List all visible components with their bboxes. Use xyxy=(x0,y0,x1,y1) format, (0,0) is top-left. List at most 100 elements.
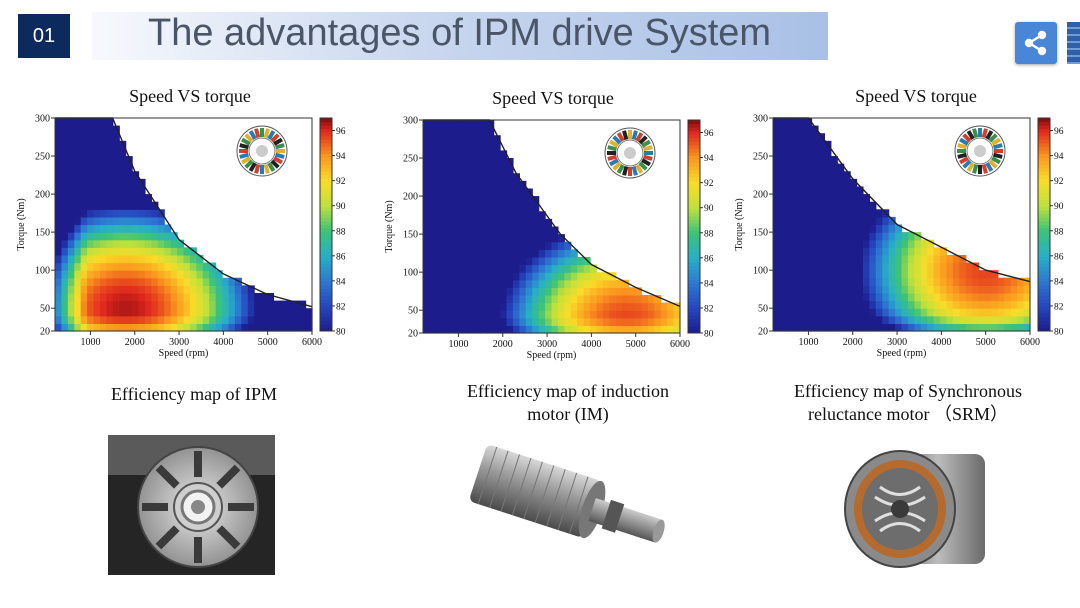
efficiency-cell xyxy=(811,163,819,172)
efficiency-cell xyxy=(222,277,230,286)
efficiency-cell xyxy=(99,300,107,309)
efficiency-cell xyxy=(895,232,903,241)
efficiency-cell xyxy=(67,163,75,172)
efficiency-cell xyxy=(654,302,662,311)
efficiency-cell xyxy=(798,216,806,226)
efficiency-cell xyxy=(435,241,443,250)
efficiency-cell xyxy=(474,127,482,136)
efficiency-cell xyxy=(933,247,941,256)
colorbar-segment xyxy=(320,299,332,304)
x-tick-label: 4000 xyxy=(213,337,233,348)
efficiency-cell xyxy=(641,317,649,326)
efficiency-cell xyxy=(602,294,610,304)
efficiency-cell xyxy=(805,247,813,256)
efficiency-cell xyxy=(805,133,813,142)
share-button[interactable] xyxy=(1015,22,1057,64)
efficiency-cell xyxy=(74,201,82,210)
efficiency-cell xyxy=(215,323,223,332)
efficiency-cell xyxy=(551,302,559,311)
efficiency-cell xyxy=(602,302,610,311)
efficiency-cell xyxy=(106,163,114,172)
efficiency-cell xyxy=(792,308,800,317)
efficiency-cell xyxy=(805,254,813,264)
efficiency-cell xyxy=(920,285,928,294)
efficiency-cell xyxy=(628,287,636,296)
efficiency-cell xyxy=(583,287,591,296)
efficiency-cell xyxy=(940,292,948,302)
efficiency-cell xyxy=(93,285,101,294)
efficiency-cell xyxy=(112,171,120,180)
efficiency-cell xyxy=(480,158,488,167)
efficiency-cell xyxy=(435,287,443,296)
efficiency-cell xyxy=(888,247,896,256)
efficiency-cell xyxy=(461,218,469,228)
efficiency-cell xyxy=(811,292,819,302)
efficiency-cell xyxy=(538,211,546,220)
efficiency-cell xyxy=(959,277,967,286)
efficiency-cell xyxy=(785,125,793,134)
efficiency-cell xyxy=(641,325,649,334)
efficiency-cell xyxy=(80,262,88,271)
side-panel-tab[interactable] xyxy=(1067,22,1080,64)
efficiency-cell xyxy=(493,218,501,228)
efficiency-cell xyxy=(792,209,800,218)
title-bar xyxy=(92,12,828,60)
efficiency-cell xyxy=(55,300,63,309)
efficiency-cell xyxy=(647,317,655,326)
efficiency-cell xyxy=(80,178,88,188)
efficiency-cell xyxy=(773,247,781,256)
efficiency-cell xyxy=(119,140,127,150)
colorbar-segment xyxy=(688,240,700,245)
efficiency-cell xyxy=(895,292,903,302)
efficiency-cell xyxy=(67,239,75,248)
efficiency-cell xyxy=(773,140,781,150)
efficiency-cell xyxy=(448,279,456,288)
efficiency-cell xyxy=(673,310,681,319)
efficiency-cell xyxy=(487,135,495,144)
efficiency-cell xyxy=(467,120,475,129)
efficiency-cell xyxy=(519,317,527,326)
efficiency-cell xyxy=(286,323,294,332)
colorbar-segment xyxy=(1038,320,1050,325)
efficiency-cell xyxy=(61,201,69,210)
efficiency-cell xyxy=(811,224,819,233)
efficiency-cell xyxy=(792,163,800,172)
efficiency-cell xyxy=(423,150,431,159)
efficiency-cell xyxy=(914,270,922,279)
efficiency-cell xyxy=(1004,277,1012,286)
efficiency-cell xyxy=(112,232,120,241)
efficiency-cell xyxy=(234,315,242,324)
efficiency-cell xyxy=(506,173,514,182)
efficiency-cell xyxy=(773,156,781,165)
efficiency-cell xyxy=(837,239,845,248)
efficiency-cell xyxy=(557,241,565,250)
efficiency-cell xyxy=(805,163,813,172)
efficiency-cell xyxy=(112,156,120,165)
efficiency-cell xyxy=(144,285,152,294)
efficiency-cell xyxy=(151,239,159,248)
efficiency-cell xyxy=(914,239,922,248)
efficiency-cell xyxy=(157,308,165,317)
efficiency-cell xyxy=(933,270,941,279)
efficiency-cell xyxy=(551,234,559,243)
efficiency-cell xyxy=(467,226,475,235)
efficiency-cell xyxy=(673,302,681,311)
efficiency-cell xyxy=(779,224,787,233)
colorbar-segment xyxy=(688,151,700,156)
colorbar-segment xyxy=(1038,238,1050,243)
efficiency-cell xyxy=(442,249,450,258)
efficiency-cell xyxy=(74,118,82,127)
efficiency-cell xyxy=(164,239,172,248)
efficiency-cell xyxy=(532,256,540,266)
efficiency-cell xyxy=(506,287,514,296)
efficiency-cell xyxy=(487,142,495,152)
colorbar-segment xyxy=(1038,196,1050,201)
efficiency-cell xyxy=(93,125,101,134)
efficiency-cell xyxy=(837,247,845,256)
x-tick-label: 2000 xyxy=(843,337,863,348)
efficiency-cell xyxy=(61,163,69,172)
efficiency-cell xyxy=(74,216,82,226)
efficiency-cell xyxy=(151,262,159,271)
efficiency-cell xyxy=(448,127,456,136)
efficiency-cell xyxy=(596,279,604,288)
